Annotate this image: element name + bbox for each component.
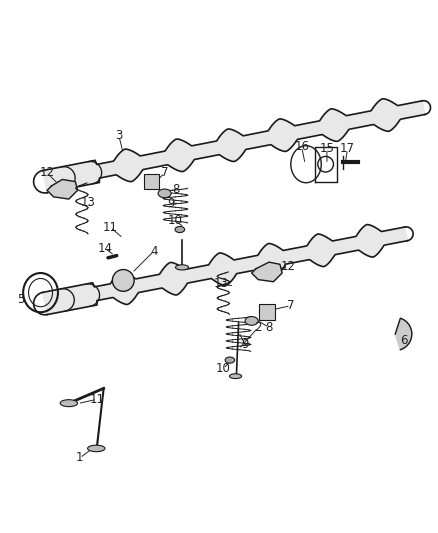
- Text: 6: 6: [400, 334, 408, 347]
- Text: 9: 9: [167, 197, 175, 210]
- Ellipse shape: [88, 445, 105, 451]
- Text: 4: 4: [150, 245, 158, 258]
- Ellipse shape: [225, 357, 235, 363]
- Polygon shape: [43, 99, 425, 193]
- Text: 8: 8: [265, 321, 273, 334]
- Polygon shape: [252, 262, 282, 282]
- Ellipse shape: [158, 189, 171, 198]
- Text: 11: 11: [90, 393, 105, 406]
- Polygon shape: [43, 224, 407, 314]
- Text: 8: 8: [172, 182, 179, 196]
- Text: 1: 1: [76, 451, 84, 464]
- Text: 16: 16: [294, 140, 309, 154]
- Ellipse shape: [175, 227, 185, 232]
- Polygon shape: [47, 180, 78, 199]
- Circle shape: [113, 270, 134, 292]
- Text: 9: 9: [241, 338, 249, 351]
- Text: 2: 2: [254, 321, 262, 334]
- Text: 7: 7: [287, 299, 295, 312]
- Text: 15: 15: [319, 142, 334, 156]
- Text: 12: 12: [281, 260, 296, 273]
- Text: 12: 12: [39, 166, 55, 180]
- Ellipse shape: [245, 317, 258, 325]
- Text: 10: 10: [216, 362, 231, 375]
- Ellipse shape: [230, 374, 242, 378]
- Ellipse shape: [60, 400, 78, 407]
- Polygon shape: [395, 318, 412, 350]
- Ellipse shape: [176, 265, 188, 270]
- Text: 5: 5: [17, 293, 25, 305]
- Text: 10: 10: [168, 214, 183, 227]
- Text: 17: 17: [340, 142, 355, 156]
- Text: 13: 13: [81, 196, 96, 208]
- Text: 7: 7: [161, 166, 168, 180]
- Text: 13: 13: [214, 277, 229, 290]
- Text: 14: 14: [98, 242, 113, 255]
- Bar: [144, 174, 159, 189]
- Text: 11: 11: [102, 221, 118, 234]
- Text: 3: 3: [115, 130, 123, 142]
- Bar: [259, 304, 275, 320]
